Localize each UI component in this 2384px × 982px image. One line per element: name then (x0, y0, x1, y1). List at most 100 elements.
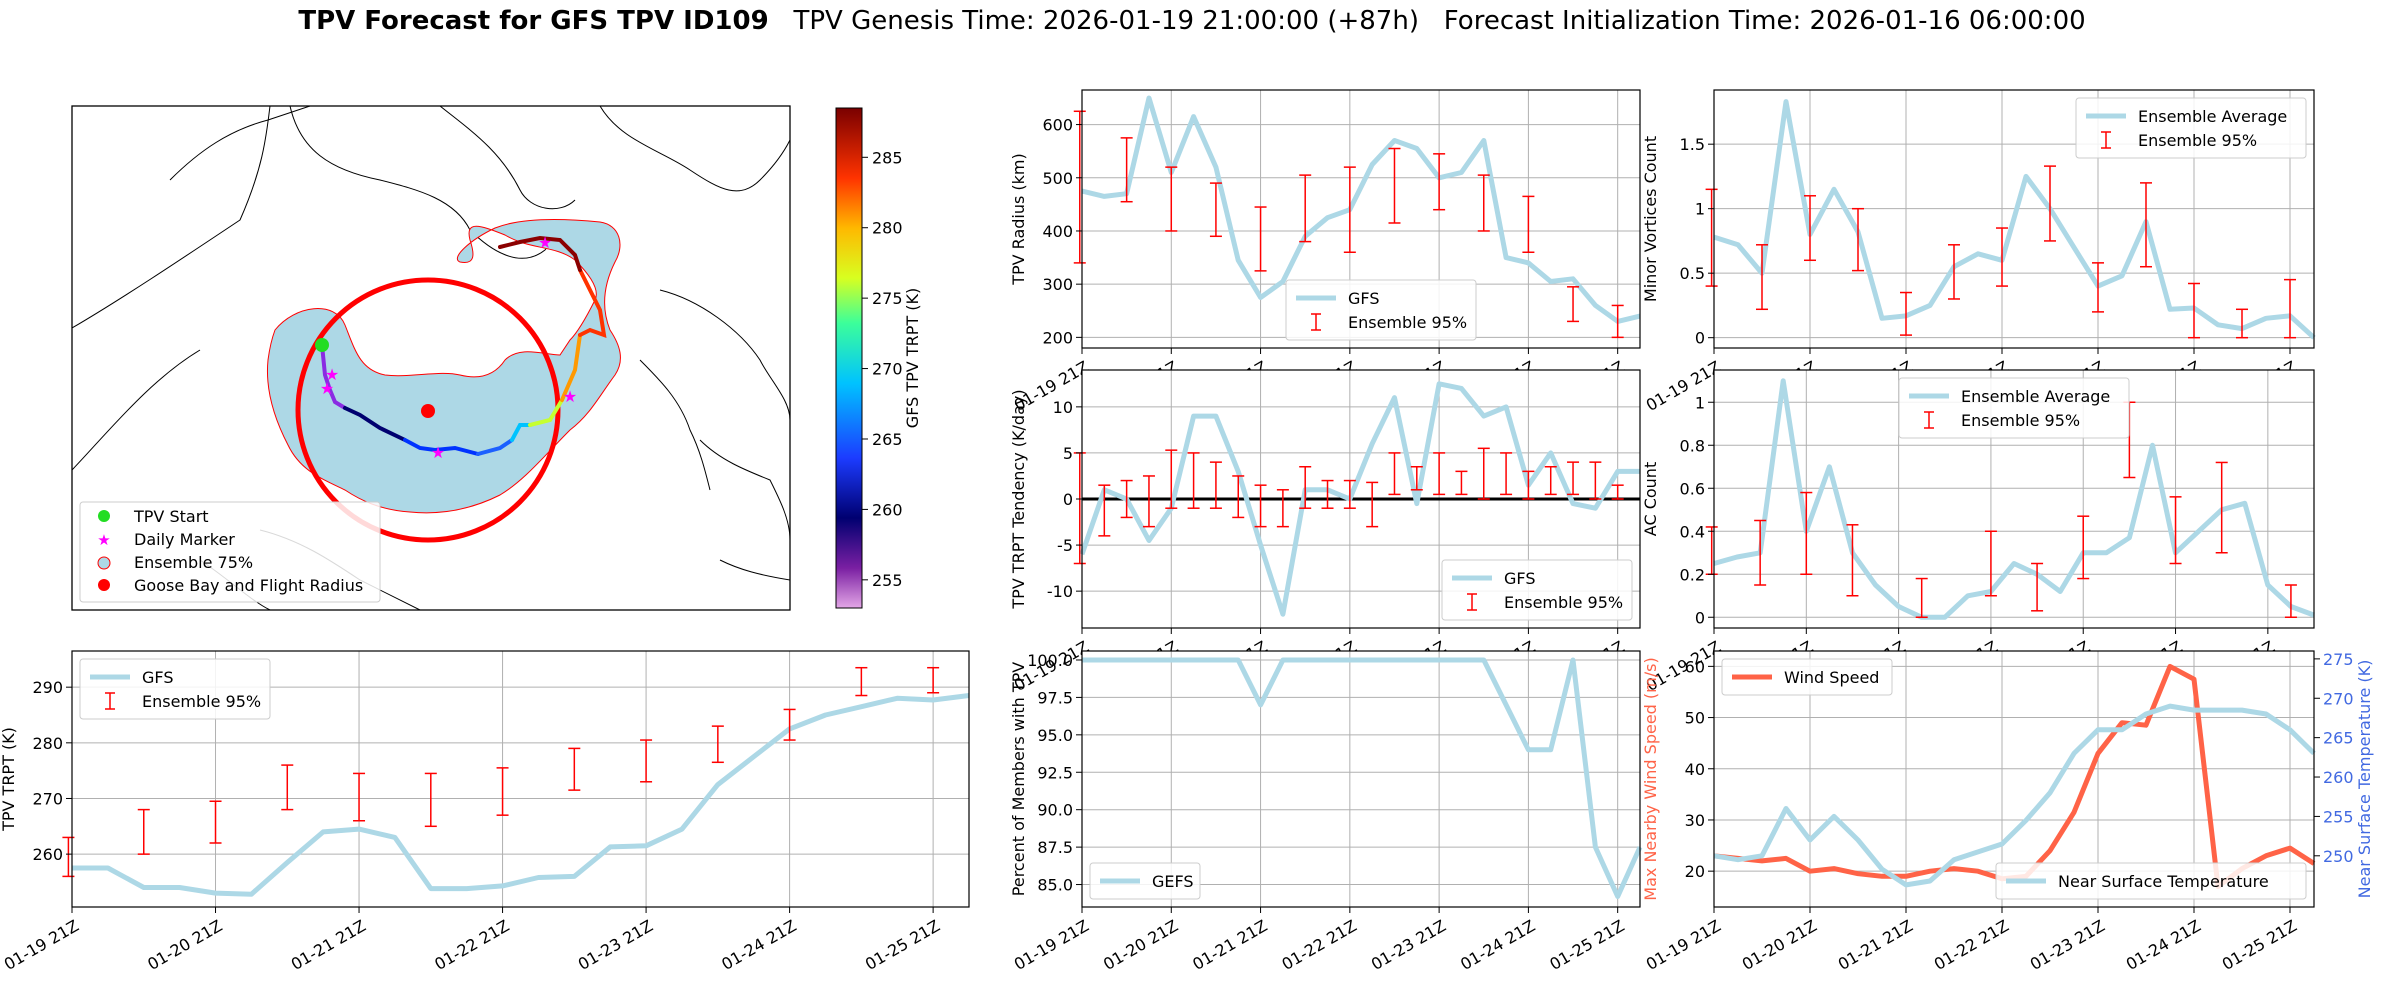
errorbar (1120, 137, 1133, 203)
y-tick-label: 95.0 (1037, 726, 1073, 745)
svg-text:★: ★ (538, 233, 552, 252)
legend: GFS Ensemble 95% (1441, 559, 1633, 621)
errorbar (2031, 562, 2044, 612)
x-tick-label: 01-24 21Z (2123, 916, 2204, 974)
legend-box (1441, 559, 1633, 621)
y-tick-label: 5 (1063, 444, 1073, 463)
plot-frame (71, 650, 970, 908)
y2-tick-label: 270 (2323, 689, 2354, 708)
y-tick-label: 50 (1685, 709, 1705, 728)
errorbar (2044, 165, 2056, 242)
errorbar (1366, 481, 1379, 528)
y2-tick-label: 265 (2323, 729, 2354, 748)
errorbar (1754, 519, 1767, 586)
y-tick-label: 20 (1685, 862, 1705, 881)
x-tick-label: 01-24 21Z (718, 916, 799, 974)
x-tick-label: 01-23 21Z (575, 916, 656, 974)
legend-box (1089, 862, 1201, 900)
errorbar (1948, 244, 1960, 300)
errorbar (1455, 470, 1468, 496)
legend-label: Ensemble 95% (2138, 131, 2257, 150)
errorbar (1984, 530, 1997, 597)
x-tick-label: 01-21 21Z (1835, 916, 1916, 974)
errorbar (1254, 206, 1267, 272)
legend: Ensemble Average Ensemble 95% (2075, 97, 2307, 159)
goose-bay-marker (421, 404, 435, 418)
errorbar (1996, 227, 2008, 287)
title-init: Forecast Initialization Time: 2026-01-16… (1443, 6, 2086, 36)
legend-errorbar-icon (1924, 411, 1934, 429)
errorbar (2215, 461, 2228, 554)
x-tick-label: 01-20 21Z (1739, 916, 1820, 974)
errorbar (1098, 484, 1111, 537)
errorbar (1589, 461, 1602, 500)
y-tick-label: 90.0 (1037, 801, 1073, 820)
y-tick-label: 270 (32, 789, 63, 808)
errorbar (1433, 153, 1446, 211)
x-tick-label: 01-19 21Z (1643, 357, 1724, 415)
svg-text:★: ★ (431, 443, 445, 462)
errorbar (1165, 449, 1178, 509)
errorbar (1800, 491, 1813, 575)
series-line (72, 693, 970, 897)
colorbar-tick-label: 280 (872, 219, 903, 238)
errorbar (1343, 479, 1356, 509)
errorbar (281, 764, 294, 811)
errorbar (2092, 262, 2104, 313)
svg-text:★: ★ (563, 387, 577, 406)
y-tick-label: 0 (1695, 608, 1705, 627)
y-tick-label: 0.6 (1680, 479, 1705, 498)
errorbar (568, 747, 581, 791)
errorbar (2188, 282, 2200, 339)
y-tick-label: 0.4 (1680, 522, 1705, 541)
errorbar (1388, 452, 1401, 496)
y-axis-label: AC Count (1641, 462, 1660, 536)
errorbar (1611, 484, 1624, 500)
plot-frame (1713, 89, 2315, 349)
errorbar (1900, 291, 1912, 336)
legend: Near Surface Temperature (1995, 862, 2307, 900)
colorbar-tick-label: 255 (872, 571, 903, 590)
y-tick-label: 280 (32, 734, 63, 753)
errorbar (1522, 470, 1535, 500)
errorbar (1477, 174, 1490, 232)
series-line (1713, 378, 2315, 620)
errorbar (927, 666, 940, 694)
legend-ensemble-75: Ensemble 75% (134, 553, 253, 572)
errorbar (783, 708, 796, 741)
y-tick-label: 87.5 (1037, 838, 1073, 857)
errorbar (640, 739, 653, 783)
ensemble-75-region (266, 219, 621, 514)
legend: Wind Speed (1721, 658, 1893, 696)
x-tick-label: 01-21 21Z (288, 916, 369, 974)
legend-lightblue-circle-icon (97, 556, 111, 570)
y-axis-label: TPV TRPT (K) (0, 727, 18, 832)
errorbar (711, 725, 724, 764)
legend-errorbar-icon (2101, 131, 2111, 149)
y-tick-label: 0.2 (1680, 565, 1705, 584)
x-tick-label: 01-25 21Z (1546, 916, 1627, 974)
legend-label: Ensemble Average (2138, 107, 2287, 126)
series-line (1081, 95, 1641, 324)
errorbar (1477, 447, 1490, 500)
series-line (1079, 381, 1640, 617)
x-tick-label: 01-24 21Z (1457, 916, 1538, 974)
y-tick-label: 1 (1695, 200, 1705, 219)
errorbar (1165, 166, 1178, 232)
legend-label: Ensemble 95% (1504, 593, 1623, 612)
plot-frame (1713, 650, 2315, 908)
colorbar-label: GFS TPV TRPT (K) (903, 288, 922, 428)
colorbar-tick-label: 265 (872, 430, 903, 449)
y-tick-label: 300 (1042, 275, 1073, 294)
tpv-start-marker (315, 338, 329, 352)
x-tick-label: 01-22 21Z (431, 916, 512, 974)
y-tick-label: 97.5 (1037, 688, 1073, 707)
errorbar (209, 800, 222, 844)
svg-text:★: ★ (325, 365, 339, 384)
y2-tick-label: 275 (2323, 650, 2354, 669)
y2-tick-label: 260 (2323, 768, 2354, 787)
errorbar (1705, 188, 1718, 287)
